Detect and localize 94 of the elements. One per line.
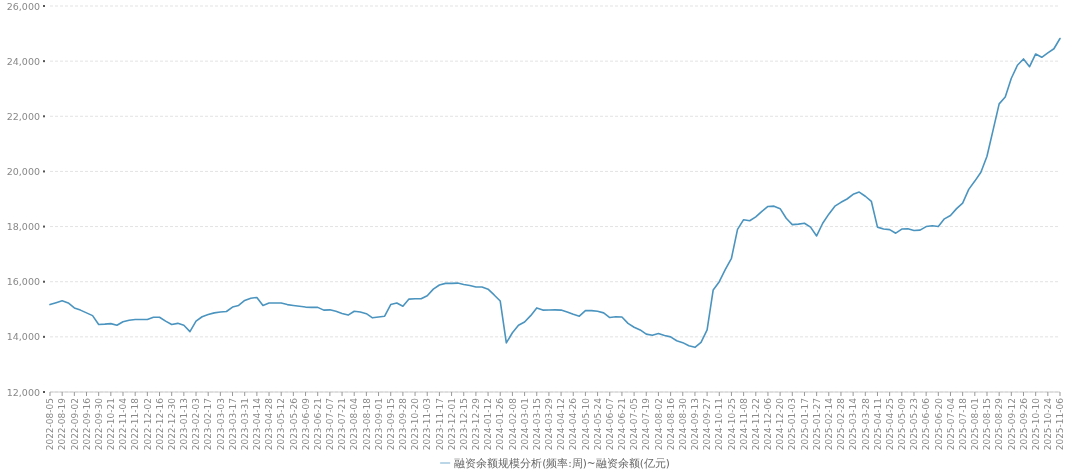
x-tick-label: 2024-07-19 xyxy=(641,397,652,451)
x-tick-label: 2025-10-10 xyxy=(1030,397,1041,451)
x-tick-label: 2022-10-21 xyxy=(106,398,117,451)
x-tick-label: 2025-06-20 xyxy=(933,397,944,451)
x-tick-label: 2024-06-21 xyxy=(617,398,628,451)
x-tick-label: 2023-02-03 xyxy=(191,398,202,451)
x-tick-label: 2025-07-18 xyxy=(957,397,968,451)
y-tick-label: 20,000 xyxy=(6,165,40,177)
x-tick-label: 2023-05-26 xyxy=(288,397,299,451)
x-tick-label: 2024-08-16 xyxy=(665,397,676,451)
line-series xyxy=(49,37,1061,349)
y-tick-label: 14,000 xyxy=(6,331,40,343)
x-tick-label: 2025-10-24 xyxy=(1043,397,1054,451)
x-tick-label: 2024-03-15 xyxy=(531,398,542,451)
x-tick-label: 2025-05-23 xyxy=(909,398,920,451)
x-tick-label: 2024-12-06 xyxy=(763,397,774,451)
x-tick-label: 2024-10-25 xyxy=(726,398,737,451)
x-tick-label: 2023-03-17 xyxy=(227,398,238,451)
y-tick-label: 18,000 xyxy=(6,221,40,233)
x-tick-label: 2023-07-07 xyxy=(325,398,336,451)
x-tick-label: 2024-04-26 xyxy=(568,397,579,451)
x-tick-label: 2022-12-02 xyxy=(142,398,153,451)
x-tick-label: 2025-05-09 xyxy=(897,397,908,451)
x-tick-label: 2025-01-17 xyxy=(799,398,810,451)
x-tick-label: 2022-12-30 xyxy=(166,397,177,451)
x-tick-label: 2024-01-26 xyxy=(495,397,506,451)
x-tick-label: 2025-04-11 xyxy=(872,398,883,451)
x-tick-label: 2023-02-17 xyxy=(203,398,214,451)
x-tick-label: 2025-07-04 xyxy=(945,397,956,451)
x-tick-label: 2023-09-01 xyxy=(373,398,384,451)
x-tick-label: 2025-08-01 xyxy=(970,398,981,451)
x-tick-label: 2024-08-02 xyxy=(653,398,664,451)
y-tick-label: 22,000 xyxy=(6,110,40,122)
x-tick-label: 2024-03-01 xyxy=(519,398,530,451)
x-tick-label: 2024-06-07 xyxy=(604,398,615,451)
x-tick-label: 2024-01-12 xyxy=(483,398,494,451)
x-tick-label: 2022-08-05 xyxy=(45,398,56,451)
x-tick-label: 2024-12-20 xyxy=(775,397,786,451)
x-tick-label: 2022-09-16 xyxy=(81,397,92,451)
x-tick-label: 2022-11-04 xyxy=(118,397,129,451)
x-tick-label: 2023-03-03 xyxy=(215,398,226,451)
x-tick-label: 2025-04-25 xyxy=(884,398,895,451)
x-tick-label: 2023-06-21 xyxy=(312,398,323,451)
x-tick-label: 2024-03-29 xyxy=(544,397,555,451)
x-tick-label: 2025-01-27 xyxy=(811,398,822,451)
x-tick-label: 2025-03-14 xyxy=(848,397,859,451)
x-tick-label: 2023-09-15 xyxy=(385,398,396,451)
x-tick-label: 2025-08-15 xyxy=(982,398,993,451)
x-tick-label: 2025-08-29 xyxy=(994,397,1005,451)
x-tick-label: 2025-09-26 xyxy=(1018,397,1029,451)
y-tick-label: 12,000 xyxy=(6,386,40,398)
x-tick-label: 2024-10-11 xyxy=(714,398,725,451)
x-tick-label: 2024-09-27 xyxy=(702,398,713,451)
x-tick-label: 2025-06-06 xyxy=(921,397,932,451)
x-tick-label: 2023-11-03 xyxy=(422,398,433,451)
x-tick-label: 2023-07-21 xyxy=(337,398,348,451)
x-tick-label: 2024-02-08 xyxy=(507,397,518,451)
x-tick-label: 2024-11-22 xyxy=(750,398,761,451)
x-tick-label: 2023-03-31 xyxy=(239,398,250,451)
x-tick-label: 2023-11-17 xyxy=(434,398,445,451)
x-tick-label: 2024-11-08 xyxy=(738,397,749,451)
x-tick-label: 2023-05-12 xyxy=(276,398,287,451)
x-tick-label: 2024-05-24 xyxy=(592,397,603,451)
x-tick-label: 2022-12-16 xyxy=(154,397,165,451)
x-tick-label: 2024-05-10 xyxy=(580,397,591,451)
x-tick-label: 2023-09-28 xyxy=(398,397,409,451)
x-tick-label: 2023-12-15 xyxy=(458,398,469,451)
x-tick-label: 2023-12-29 xyxy=(471,397,482,451)
x-tick-label: 2025-02-28 xyxy=(836,397,847,451)
x-tick-label: 2025-03-28 xyxy=(860,397,871,451)
x-tick-label: 2023-01-13 xyxy=(179,398,190,451)
x-tick-label: 2023-10-20 xyxy=(410,397,421,451)
x-tick-label: 2024-08-30 xyxy=(677,397,688,451)
x-tick-label: 2023-06-09 xyxy=(300,397,311,451)
x-tick-label: 2022-09-30 xyxy=(93,397,104,451)
x-tick-label: 2024-07-05 xyxy=(629,398,640,451)
x-tick-label: 2024-09-13 xyxy=(690,398,701,451)
x-tick-label: 2022-11-18 xyxy=(130,397,141,451)
y-tick-label: 26,000 xyxy=(6,0,40,12)
y-tick-label: 24,000 xyxy=(6,55,40,67)
x-tick-label: 2024-04-12 xyxy=(556,398,567,451)
x-tick-label: 2023-04-14 xyxy=(252,397,263,451)
x-tick-label: 2025-01-03 xyxy=(787,398,798,451)
x-tick-label: 2023-12-01 xyxy=(446,398,457,451)
legend-label: 融资余额规模分析(频率:周)~融资余额(亿元) xyxy=(454,457,670,469)
x-tick-label: 2023-04-28 xyxy=(264,397,275,451)
x-tick-label: 2023-08-18 xyxy=(361,397,372,451)
x-tick-label: 2025-11-06 xyxy=(1055,397,1066,451)
x-tick-label: 2025-02-14 xyxy=(824,397,834,451)
x-tick-label: 2025-09-12 xyxy=(1006,398,1017,451)
x-tick-label: 2022-09-02 xyxy=(69,398,80,451)
x-tick-label: 2023-08-04 xyxy=(349,397,360,451)
x-tick-label: 2022-08-19 xyxy=(57,397,68,451)
y-tick-label: 16,000 xyxy=(6,276,40,288)
